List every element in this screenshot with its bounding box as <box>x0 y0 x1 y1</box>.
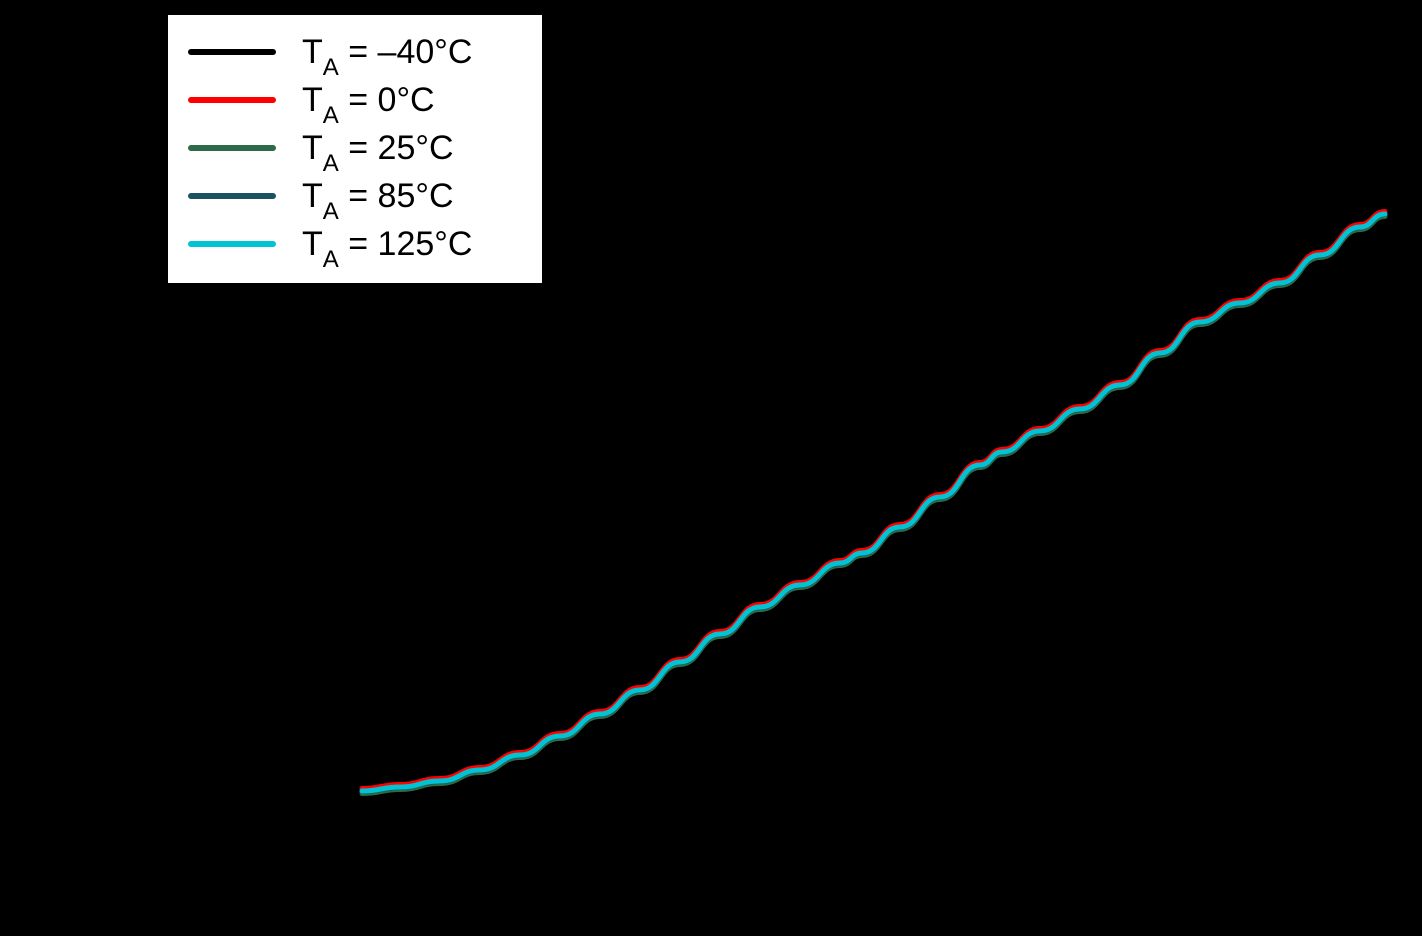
legend-line-swatch <box>188 49 276 55</box>
series-line <box>359 211 1388 794</box>
legend-item: TA = 0°C <box>188 81 522 129</box>
legend-label: TA = 0°C <box>302 81 435 129</box>
series-line <box>359 209 1388 791</box>
legend-item: TA = 85°C <box>188 177 522 225</box>
legend-item: TA = 125°C <box>188 225 522 273</box>
legend-line-swatch <box>188 145 276 151</box>
legend-line-swatch <box>188 241 276 247</box>
legend-label: TA = –40°C <box>302 33 473 81</box>
legend-label: TA = 25°C <box>302 129 454 177</box>
legend-item: TA = –40°C <box>188 33 522 81</box>
legend: TA = –40°C TA = 0°C TA = 25°C TA = 85°C … <box>165 12 545 286</box>
legend-line-swatch <box>188 97 276 103</box>
legend-label: TA = 85°C <box>302 177 454 225</box>
legend-line-swatch <box>188 193 276 199</box>
legend-item: TA = 25°C <box>188 129 522 177</box>
legend-label: TA = 125°C <box>302 225 473 273</box>
